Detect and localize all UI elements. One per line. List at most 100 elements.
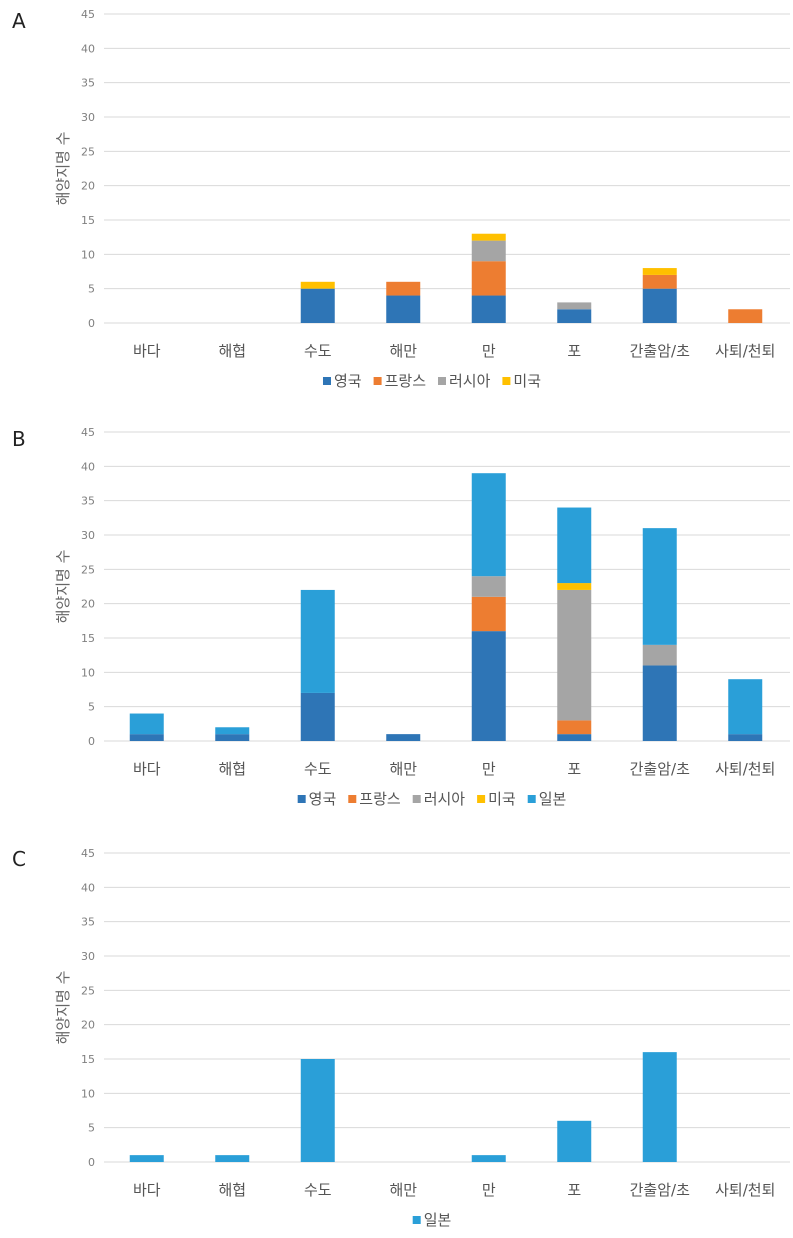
bar-segment	[642, 268, 677, 275]
category-label: 해협	[218, 1181, 246, 1199]
legend: 영국 프랑스 러시아 미국	[322, 372, 541, 390]
y-tick-label: 0	[88, 1156, 95, 1169]
chart-panel-c: C 0 5 10 15 20 25 30 35 40 45 해양지명 수바다 해협 수도 해만 만 포 간출암/초…	[12, 847, 790, 1229]
legend-swatch	[412, 1216, 421, 1224]
legend-label: 영국	[309, 790, 337, 808]
bar-segment	[300, 692, 335, 741]
category-label: 사퇴/천퇴	[715, 760, 775, 778]
category-label: 수도	[304, 1181, 332, 1199]
bar-segment	[300, 281, 335, 289]
y-tick-label: 10	[81, 248, 95, 261]
bar-segment	[728, 679, 763, 735]
category-label: 해만	[389, 1181, 417, 1199]
legend-swatch	[373, 377, 382, 385]
bar-segment	[471, 295, 506, 323]
bar-segment	[557, 1120, 592, 1162]
bar-segment	[386, 281, 421, 296]
bar-segment	[300, 288, 335, 323]
legend-swatch	[527, 795, 536, 803]
panel-letter: A	[12, 9, 26, 33]
bar-segment	[215, 734, 250, 741]
bar-segment	[642, 1052, 677, 1162]
legend: 일본	[412, 1211, 452, 1229]
legend-label: 러시아	[424, 790, 466, 808]
category-label: 수도	[304, 760, 332, 778]
legend-label: 프랑스	[359, 790, 401, 808]
bar-segment	[471, 631, 506, 741]
category-label: 만	[482, 1181, 496, 1199]
y-tick-label: 45	[81, 8, 95, 21]
bar-segment	[471, 576, 506, 597]
bar-segment	[471, 261, 506, 296]
y-tick-label: 20	[81, 598, 95, 611]
y-tick-label: 10	[81, 1087, 95, 1100]
y-tick-label: 30	[81, 529, 95, 542]
category-label: 해만	[389, 760, 417, 778]
category-label: 간출암/초	[630, 1181, 690, 1199]
panel-letter: B	[12, 427, 26, 451]
category-label: 만	[482, 760, 496, 778]
legend-swatch	[477, 795, 486, 803]
y-tick-label: 25	[81, 563, 95, 576]
legend-swatch	[322, 377, 331, 385]
bar-segment	[557, 734, 592, 741]
y-tick-label: 10	[81, 666, 95, 679]
bar-segment	[557, 589, 592, 721]
bar-segment	[300, 1059, 335, 1162]
bar-segment	[557, 507, 592, 584]
y-tick-label: 25	[81, 984, 95, 997]
chart-panel-b: B 0 5 10 15 20 25 30 35 40 45 해양지명 수바다 해협 수도 해만 만 포 간출암/초…	[12, 426, 790, 808]
bar-segment	[728, 309, 763, 323]
legend-label: 일본	[539, 790, 567, 808]
bar-segment	[642, 274, 677, 289]
bar-segment	[642, 644, 677, 666]
y-axis-label: 해양지명 수	[54, 132, 72, 206]
bar-segment	[557, 720, 592, 735]
legend-swatch	[502, 377, 511, 385]
bar-segment	[129, 713, 164, 735]
legend-swatch	[297, 795, 306, 803]
legend-label: 영국	[334, 372, 362, 390]
category-label: 포	[567, 760, 581, 778]
legend-label: 미국	[488, 790, 516, 808]
category-label: 간출암/초	[630, 342, 690, 360]
y-tick-label: 40	[81, 42, 95, 55]
legend-label: 프랑스	[385, 372, 427, 390]
y-tick-label: 35	[81, 77, 95, 90]
bar-segment	[557, 302, 592, 310]
category-label: 사퇴/천퇴	[715, 342, 775, 360]
bar-segment	[642, 528, 677, 645]
bar-segment	[300, 589, 335, 693]
y-tick-label: 20	[81, 180, 95, 193]
category-label: 해협	[218, 760, 246, 778]
legend-label: 러시아	[449, 372, 491, 390]
legend-swatch	[438, 377, 446, 385]
category-label: 바다	[133, 342, 161, 360]
y-tick-label: 35	[81, 916, 95, 929]
bar-segment	[642, 665, 677, 741]
bar-segment	[728, 734, 763, 741]
category-label: 포	[567, 1181, 581, 1199]
legend-label: 일본	[424, 1211, 452, 1229]
bar-segment	[386, 295, 421, 323]
legend: 영국 프랑스 러시아 미국 일본	[297, 790, 567, 808]
y-tick-label: 5	[88, 283, 95, 296]
y-axis-label: 해양지명 수	[54, 971, 72, 1045]
y-axis-label: 해양지명 수	[54, 550, 72, 624]
y-tick-label: 30	[81, 950, 95, 963]
y-tick-label: 0	[88, 735, 95, 748]
category-label: 수도	[304, 342, 332, 360]
category-label: 사퇴/천퇴	[715, 1181, 775, 1199]
category-label: 해만	[389, 342, 417, 360]
bar-segment	[557, 309, 592, 323]
y-tick-label: 35	[81, 495, 95, 508]
y-tick-label: 15	[81, 632, 95, 645]
y-tick-label: 40	[81, 460, 95, 473]
bar-segment	[557, 583, 592, 590]
y-tick-label: 45	[81, 847, 95, 860]
bar-segment	[471, 473, 506, 577]
bar-segment	[471, 1155, 506, 1162]
bar-segment	[129, 734, 164, 741]
y-tick-label: 5	[88, 1122, 95, 1135]
